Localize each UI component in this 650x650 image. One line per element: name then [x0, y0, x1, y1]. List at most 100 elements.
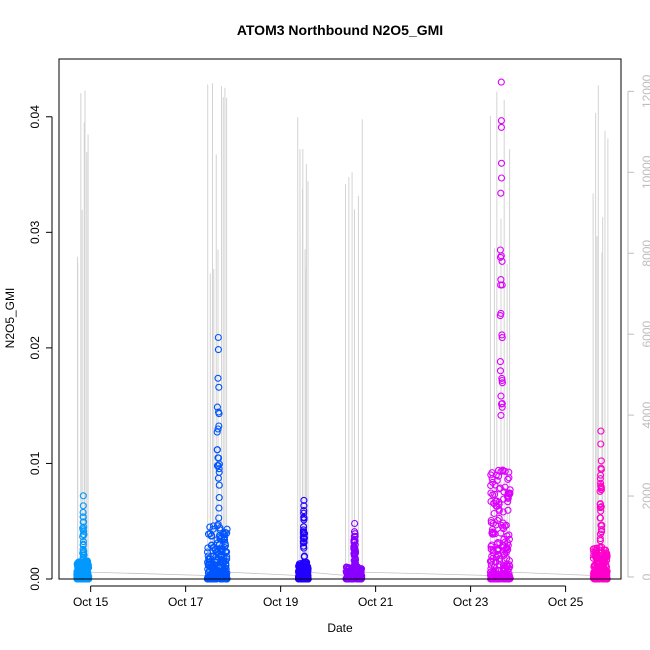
data-point	[494, 517, 502, 525]
data-point	[498, 399, 506, 408]
data-point	[498, 376, 506, 385]
data-point	[498, 331, 506, 339]
data-point	[299, 538, 307, 546]
y-tick-label: 0.04	[28, 105, 42, 129]
y-tick-label: 0.00	[28, 567, 42, 591]
data-point	[213, 539, 221, 547]
data-point	[489, 549, 497, 557]
data-point	[488, 475, 496, 483]
data-point	[602, 568, 610, 576]
data-point	[601, 546, 610, 554]
data-point	[487, 565, 495, 573]
data-point	[493, 573, 502, 581]
data-point	[596, 487, 604, 495]
data-point	[295, 560, 303, 568]
data-point	[487, 489, 495, 497]
data-point	[223, 529, 231, 537]
y2-tick-label: 12000	[640, 74, 650, 108]
data-point	[350, 557, 358, 565]
data-point	[592, 548, 601, 556]
data-point	[350, 538, 358, 546]
y2-tick-label: 4000	[640, 401, 650, 428]
data-point	[500, 551, 508, 560]
data-point	[214, 346, 222, 354]
data-point	[597, 440, 605, 448]
data-point	[495, 500, 503, 508]
data-point	[80, 551, 88, 559]
data-point	[220, 564, 228, 572]
data-point	[80, 531, 88, 539]
data-point	[223, 548, 231, 556]
data-point	[597, 483, 605, 491]
data-point	[602, 549, 610, 557]
data-point	[207, 574, 215, 582]
data-point	[299, 564, 307, 572]
data-point	[596, 535, 604, 543]
data-point	[496, 246, 504, 254]
data-point	[505, 531, 513, 539]
data-point	[490, 500, 498, 508]
x-tick-label: Oct 17	[168, 595, 204, 609]
data-point	[489, 528, 497, 536]
data-point	[498, 403, 506, 411]
data-point	[215, 541, 223, 549]
y-tick-label: 0.01	[28, 451, 42, 475]
data-point	[215, 383, 223, 391]
data-point	[505, 468, 513, 476]
data-point	[217, 570, 225, 578]
data-point	[205, 558, 213, 566]
data-point-max	[597, 427, 605, 435]
data-point	[596, 543, 604, 552]
data-points	[73, 78, 611, 583]
data-point	[353, 564, 361, 572]
data-point	[79, 560, 87, 568]
data-point	[497, 411, 505, 419]
data-point-max	[351, 519, 359, 528]
data-point	[487, 518, 495, 527]
data-point	[356, 574, 364, 582]
flight-track-line	[76, 571, 608, 576]
plot-frame	[58, 58, 622, 580]
data-point	[351, 545, 359, 553]
data-point	[300, 538, 308, 546]
data-point	[497, 281, 505, 289]
data-point	[598, 562, 606, 570]
altitude-trace	[77, 83, 609, 577]
series-2017-10-14	[73, 492, 93, 583]
data-point	[214, 520, 222, 528]
data-point	[80, 523, 88, 531]
data-point	[487, 481, 495, 490]
data-point	[500, 495, 508, 503]
data-point	[504, 506, 512, 514]
data-point	[495, 557, 504, 565]
data-point	[212, 553, 220, 561]
data-point-max	[300, 496, 308, 504]
data-point	[497, 174, 506, 182]
data-point	[497, 521, 505, 529]
data-point	[501, 483, 509, 491]
x-tick-label: Oct 23	[453, 595, 489, 609]
data-point	[215, 504, 223, 512]
data-point	[212, 556, 220, 564]
data-point	[215, 465, 223, 473]
data-point	[219, 560, 227, 568]
data-point	[214, 474, 222, 482]
data-point	[300, 507, 308, 515]
data-point	[216, 524, 224, 532]
data-point	[497, 276, 505, 284]
y2-tick-label: 10000	[640, 155, 650, 189]
data-point	[596, 500, 604, 508]
data-point	[79, 508, 87, 516]
data-point	[487, 542, 495, 551]
data-point	[497, 392, 505, 400]
y2-tick-label: 2000	[640, 482, 650, 509]
data-point	[213, 403, 221, 411]
data-point	[596, 504, 605, 512]
data-point	[214, 374, 222, 382]
data-point	[490, 574, 498, 582]
data-point-max	[497, 78, 505, 86]
data-point	[79, 540, 87, 548]
x-tick-label: Oct 25	[548, 595, 584, 609]
data-point	[506, 489, 514, 497]
